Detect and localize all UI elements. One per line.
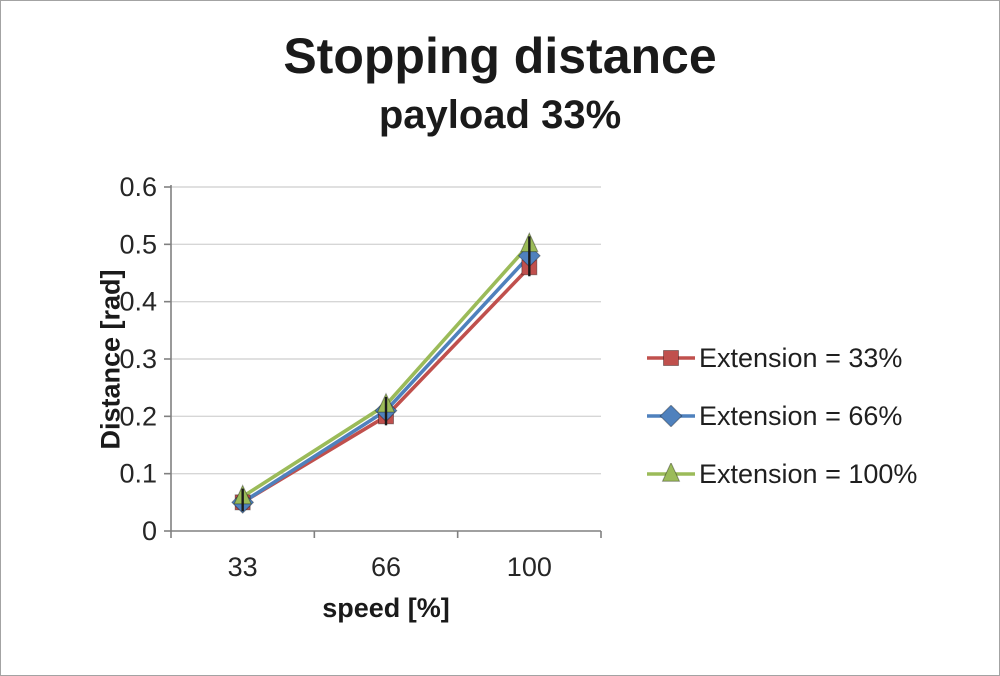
y-tick-label: 0.5 xyxy=(119,229,157,259)
legend-label: Extension = 100% xyxy=(699,458,918,489)
legend-item: Extension = 100% xyxy=(646,445,917,503)
legend-swatch-diamond-icon xyxy=(647,405,695,427)
legend-label: Extension = 66% xyxy=(699,400,903,431)
y-tick-label: 0.4 xyxy=(119,287,157,317)
legend-item: Extension = 33% xyxy=(646,329,917,387)
y-tick-label: 0.6 xyxy=(119,172,157,202)
legend-swatch-square-icon xyxy=(647,350,695,366)
y-tick-label: 0 xyxy=(142,516,157,546)
series-line xyxy=(240,242,532,499)
y-axis-title: Distance [rad] xyxy=(95,269,126,450)
y-tick-label: 0.2 xyxy=(119,401,157,431)
legend: Extension = 33% Extension = 66% Extensio… xyxy=(646,329,917,503)
diamond-marker xyxy=(659,405,683,427)
x-tick-label: 33 xyxy=(228,552,258,582)
legend-item: Extension = 66% xyxy=(646,387,917,445)
y-tick-label: 0.3 xyxy=(119,344,157,374)
square-marker xyxy=(663,350,679,366)
legend-label: Extension = 33% xyxy=(699,342,903,373)
x-tick-label: 66 xyxy=(371,552,401,582)
chart-title: Stopping distance xyxy=(283,28,717,84)
x-tick-label: 100 xyxy=(507,552,552,582)
chart-subtitle: payload 33% xyxy=(378,93,622,137)
x-axis-title: speed [%] xyxy=(322,593,450,623)
y-tick-label: 0.1 xyxy=(119,459,157,489)
legend-swatch-triangle-icon xyxy=(647,463,695,482)
triangle-marker xyxy=(661,463,681,482)
